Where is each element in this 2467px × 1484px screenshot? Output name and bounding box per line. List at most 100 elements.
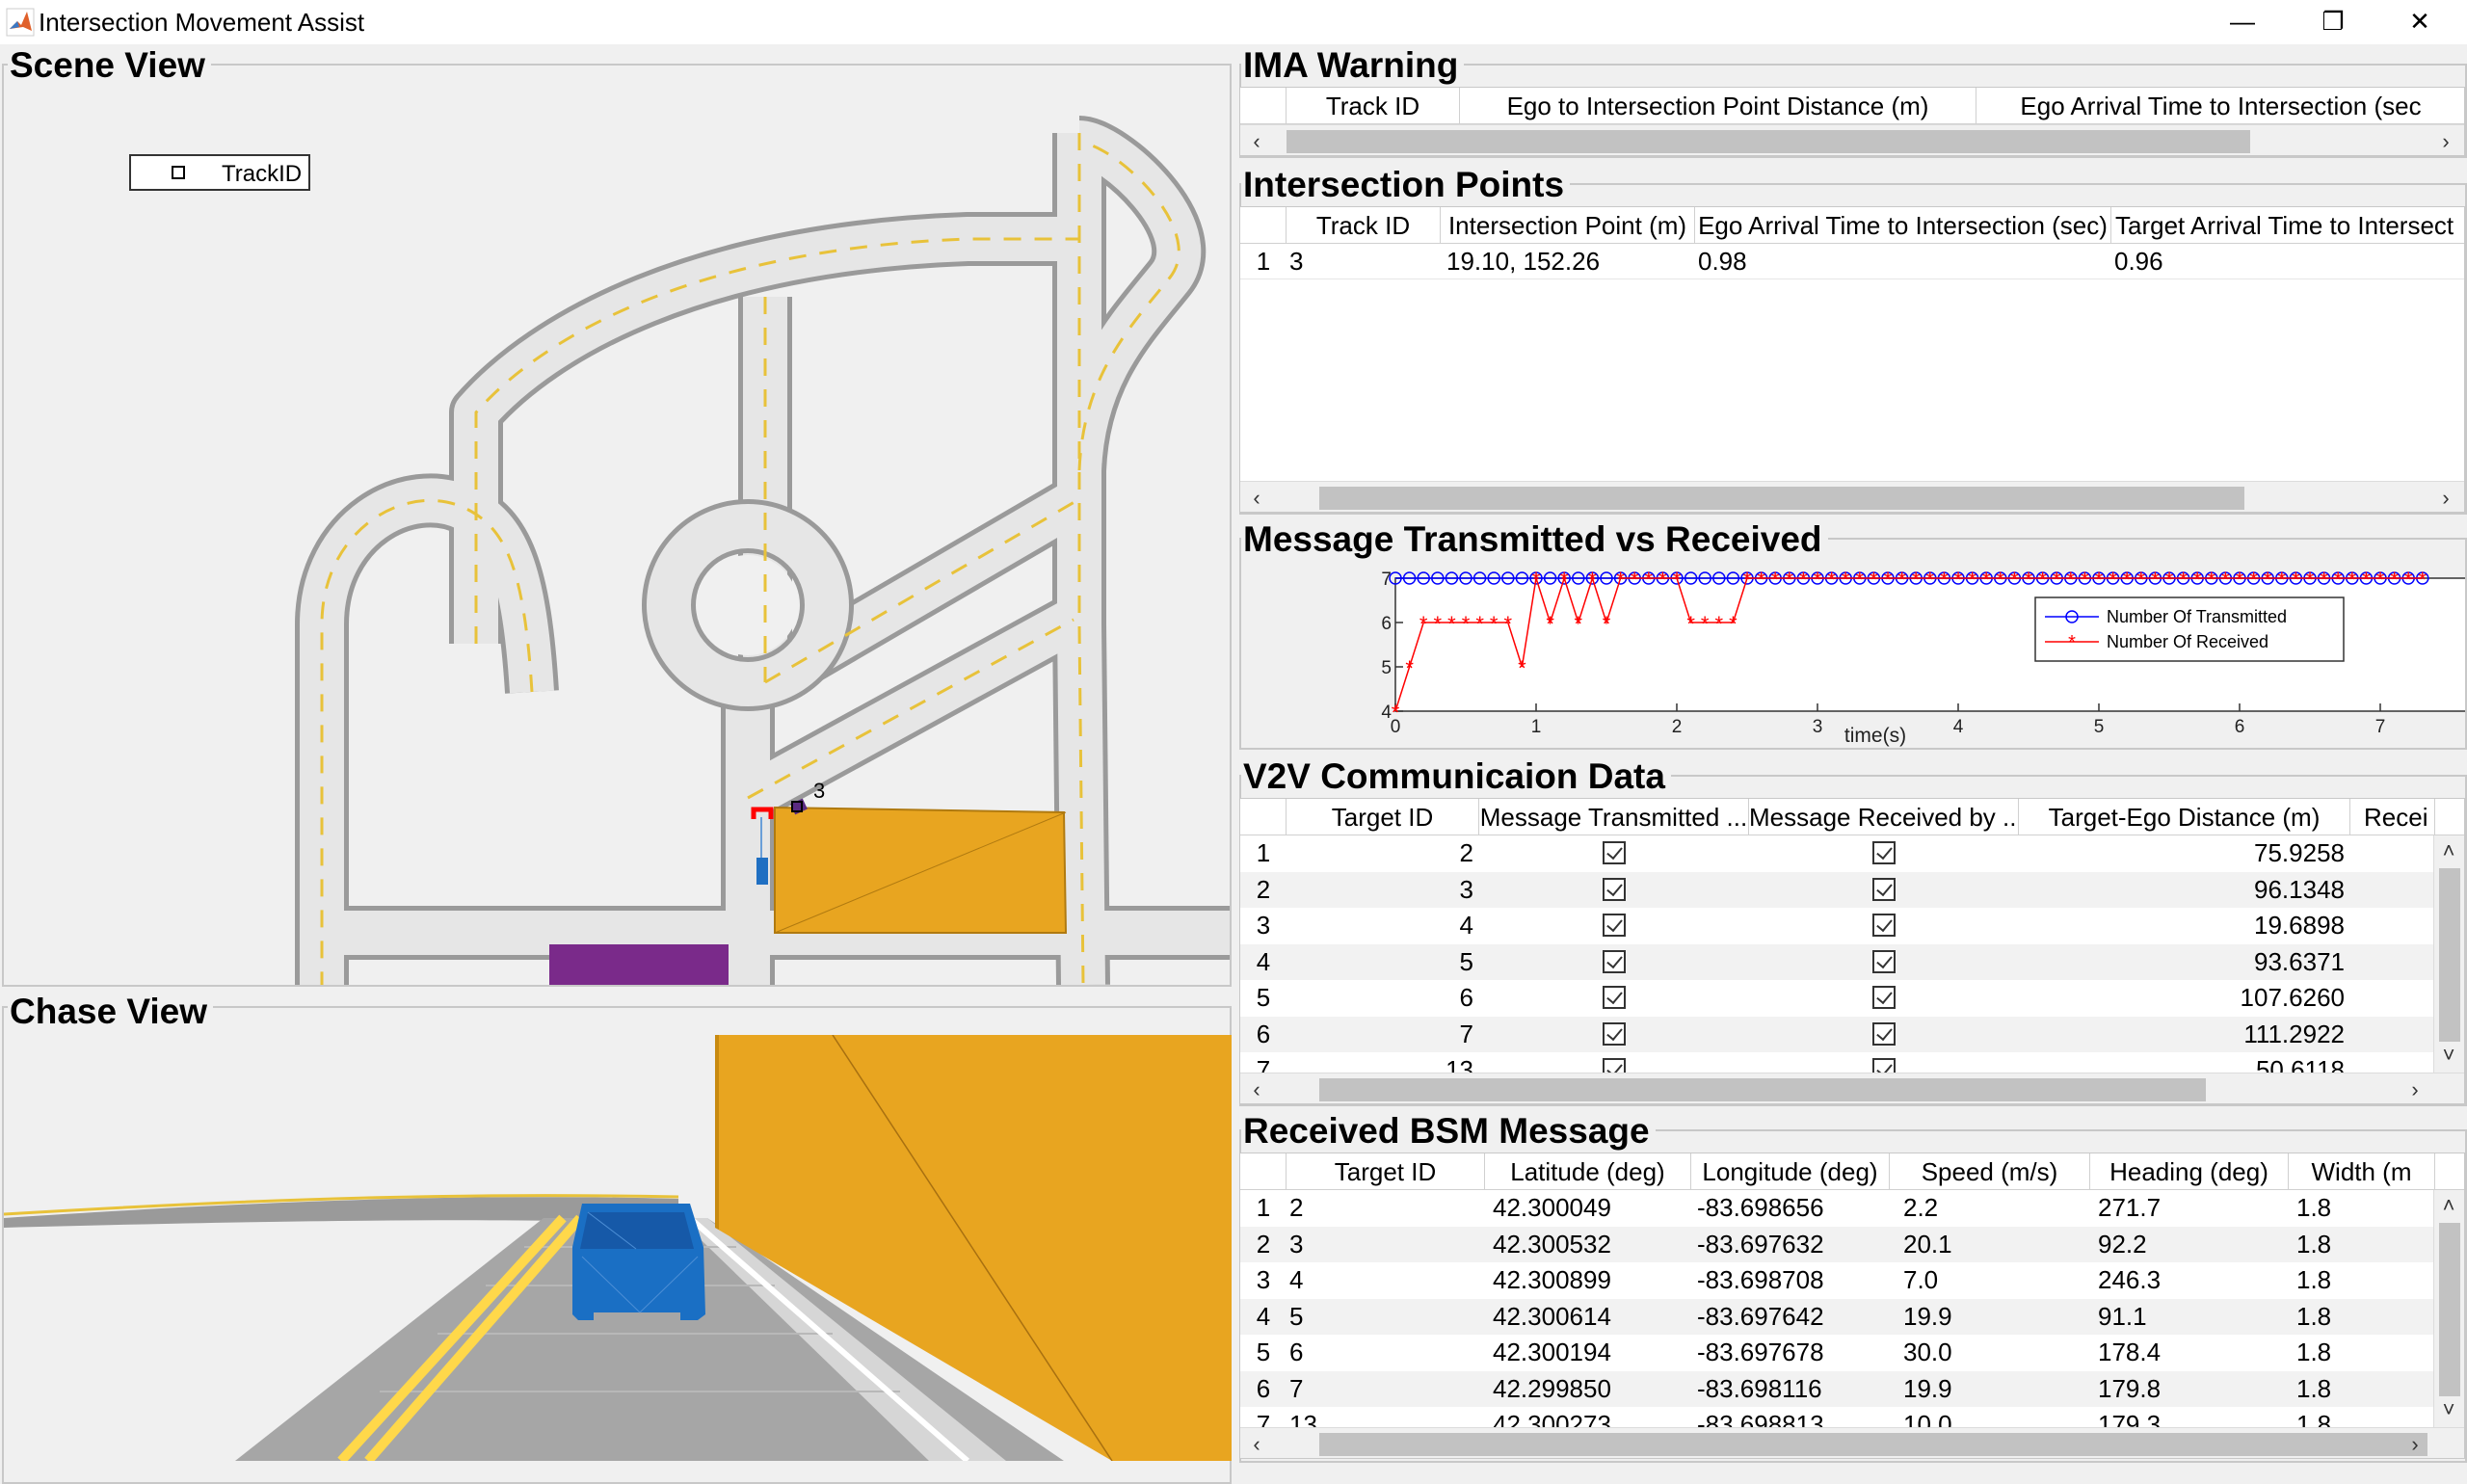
table-row[interactable]: 2 3 96.1348 — [1240, 871, 2433, 908]
checkbox-checked-icon[interactable] — [1872, 877, 1896, 901]
column-header[interactable]: Width (m — [2289, 1153, 2435, 1190]
checkbox-checked-icon[interactable] — [1872, 841, 1896, 865]
width-cell[interactable]: 1.8 — [2296, 1338, 2332, 1366]
latitude-cell[interactable]: 42.300532 — [1493, 1229, 1611, 1259]
column-header[interactable]: Message Received by ... — [1749, 799, 2019, 835]
scroll-right-icon[interactable]: › — [2411, 1077, 2419, 1101]
latitude-cell[interactable]: 42.300899 — [1493, 1265, 1611, 1294]
column-header[interactable]: Speed (m/s) — [1890, 1153, 2090, 1190]
distance-cell[interactable]: 19.6898 — [2254, 911, 2345, 940]
column-header[interactable]: Ego Arrival Time to Intersection (sec — [1976, 88, 2464, 124]
target-id-cell[interactable]: 7 — [1289, 1373, 1304, 1403]
transmitted-checkbox-cell[interactable] — [1479, 908, 1749, 943]
heading-cell[interactable]: 179.8 — [2098, 1373, 2162, 1403]
horizontal-scrollbar[interactable]: ‹ › — [1240, 1073, 2464, 1103]
table-row[interactable]: 6 7 111.2922 — [1240, 1016, 2433, 1052]
checkbox-checked-icon[interactable] — [1872, 949, 1896, 973]
transmitted-checkbox-cell[interactable] — [1479, 835, 1749, 871]
column-header[interactable]: Target ID — [1287, 799, 1479, 835]
scroll-right-icon[interactable]: › — [2442, 486, 2450, 510]
column-header[interactable]: Message Transmitted ... — [1479, 799, 1749, 835]
heading-cell[interactable]: 246.3 — [2098, 1265, 2162, 1294]
table-row[interactable]: 6 7 42.299850 -83.698116 19.9 179.8 1.8 — [1240, 1370, 2433, 1407]
heading-cell[interactable]: 271.7 — [2098, 1193, 2162, 1222]
longitude-cell[interactable]: -83.697678 — [1697, 1338, 1824, 1366]
heading-cell[interactable]: 91.1 — [2098, 1301, 2147, 1331]
checkbox-checked-icon[interactable] — [1603, 841, 1626, 865]
table-row[interactable]: 3 4 19.6898 — [1240, 908, 2433, 943]
scroll-left-icon[interactable]: ‹ — [1253, 129, 1260, 153]
bsm-table[interactable]: Target ID Latitude (deg) Longitude (deg)… — [1239, 1153, 2465, 1459]
scroll-thumb[interactable] — [2439, 1223, 2460, 1396]
target-id-cell[interactable]: 3 — [1459, 874, 1473, 904]
longitude-cell[interactable]: -83.698708 — [1697, 1265, 1824, 1294]
target-id-cell[interactable]: 3 — [1289, 1229, 1304, 1259]
table-row[interactable]: 4 5 42.300614 -83.697642 19.9 91.1 1.8 — [1240, 1298, 2433, 1335]
column-header[interactable]: Ego to Intersection Point Distance (m) — [1460, 88, 1976, 124]
latitude-cell[interactable]: 42.300049 — [1493, 1193, 1611, 1222]
received-checkbox-cell[interactable] — [1749, 944, 2019, 980]
target-id-cell[interactable]: 4 — [1459, 911, 1473, 940]
chase-view-canvas[interactable] — [4, 1035, 1232, 1461]
scroll-thumb[interactable] — [1319, 1433, 2427, 1456]
transmitted-checkbox-cell[interactable] — [1479, 944, 1749, 980]
longitude-cell[interactable]: -83.698656 — [1697, 1193, 1824, 1222]
column-header[interactable]: Target Arrival Time to Intersect — [2111, 207, 2464, 244]
checkbox-checked-icon[interactable] — [1603, 949, 1626, 973]
longitude-cell[interactable]: -83.698116 — [1697, 1373, 1822, 1403]
table-row[interactable]: 5 6 107.6260 — [1240, 980, 2433, 1016]
vertical-scrollbar[interactable]: ˄ ˅ — [2433, 835, 2464, 1073]
checkbox-checked-icon[interactable] — [1603, 877, 1626, 901]
target-id-cell[interactable]: 6 — [1289, 1338, 1304, 1366]
received-checkbox-cell[interactable] — [1749, 980, 2019, 1016]
distance-cell[interactable]: 107.6260 — [2240, 983, 2345, 1012]
received-checkbox-cell[interactable] — [1749, 835, 2019, 871]
checkbox-checked-icon[interactable] — [1872, 1021, 1896, 1046]
target-id-cell[interactable]: 2 — [1459, 838, 1473, 867]
distance-cell[interactable]: 75.9258 — [2254, 838, 2345, 867]
scroll-thumb[interactable] — [1319, 487, 2244, 510]
transmitted-checkbox-cell[interactable] — [1479, 980, 1749, 1016]
received-checkbox-cell[interactable] — [1749, 872, 2019, 908]
table-row[interactable]: 5 6 42.300194 -83.697678 30.0 178.4 1.8 — [1240, 1335, 2433, 1370]
scroll-right-icon[interactable]: › — [2411, 1432, 2419, 1456]
heading-cell[interactable]: 92.2 — [2098, 1229, 2147, 1259]
ego-arrival-cell[interactable]: 0.98 — [1698, 247, 1747, 276]
intersection-point-cell[interactable]: 19.10, 152.26 — [1446, 247, 1601, 276]
table-row[interactable]: 1 2 42.300049 -83.698656 2.2 271.7 1.8 — [1240, 1190, 2433, 1226]
transmitted-checkbox-cell[interactable] — [1479, 1017, 1749, 1052]
longitude-cell[interactable]: -83.697642 — [1697, 1301, 1824, 1331]
column-header[interactable]: Target ID — [1287, 1153, 1485, 1190]
longitude-cell[interactable]: -83.697632 — [1697, 1229, 1824, 1259]
horizontal-scrollbar[interactable]: ‹ › — [1240, 1427, 2464, 1458]
table-row[interactable]: 3 4 42.300899 -83.698708 7.0 246.3 1.8 — [1240, 1262, 2433, 1298]
speed-cell[interactable]: 30.0 — [1903, 1338, 1952, 1366]
target-id-cell[interactable]: 2 — [1289, 1193, 1304, 1222]
column-header[interactable]: Target-Ego Distance (m) — [2019, 799, 2350, 835]
speed-cell[interactable]: 19.9 — [1903, 1373, 1952, 1403]
scroll-down-icon[interactable]: ˅ — [2442, 1043, 2455, 1067]
table-row[interactable]: 2 3 42.300532 -83.697632 20.1 92.2 1.8 — [1240, 1226, 2433, 1262]
restore-button[interactable]: ❐ — [2288, 0, 2378, 44]
column-header[interactable]: Recei — [2350, 799, 2435, 835]
horizontal-scrollbar[interactable]: ‹ › — [1240, 481, 2464, 512]
distance-cell[interactable]: 93.6371 — [2254, 946, 2345, 976]
column-header[interactable]: Intersection Point (m) — [1441, 207, 1695, 244]
scroll-left-icon[interactable]: ‹ — [1253, 486, 1260, 510]
minimize-button[interactable]: — — [2197, 0, 2288, 44]
target-id-cell[interactable]: 4 — [1289, 1265, 1304, 1294]
speed-cell[interactable]: 19.9 — [1903, 1301, 1952, 1331]
column-header[interactable]: Ego Arrival Time to Intersection (sec) — [1695, 207, 2111, 244]
speed-cell[interactable]: 2.2 — [1903, 1193, 1939, 1222]
checkbox-checked-icon[interactable] — [1872, 986, 1896, 1010]
target-id-cell[interactable]: 5 — [1459, 946, 1473, 976]
scroll-thumb[interactable] — [2439, 868, 2460, 1042]
width-cell[interactable]: 1.8 — [2296, 1229, 2332, 1259]
scroll-left-icon[interactable]: ‹ — [1253, 1077, 1260, 1101]
scroll-thumb[interactable] — [1319, 1078, 2206, 1101]
received-checkbox-cell[interactable] — [1749, 1017, 2019, 1052]
transmitted-checkbox-cell[interactable] — [1479, 872, 1749, 908]
column-header[interactable]: Track ID — [1287, 88, 1460, 124]
v2v-table[interactable]: Target ID Message Transmitted ... Messag… — [1239, 798, 2465, 1104]
